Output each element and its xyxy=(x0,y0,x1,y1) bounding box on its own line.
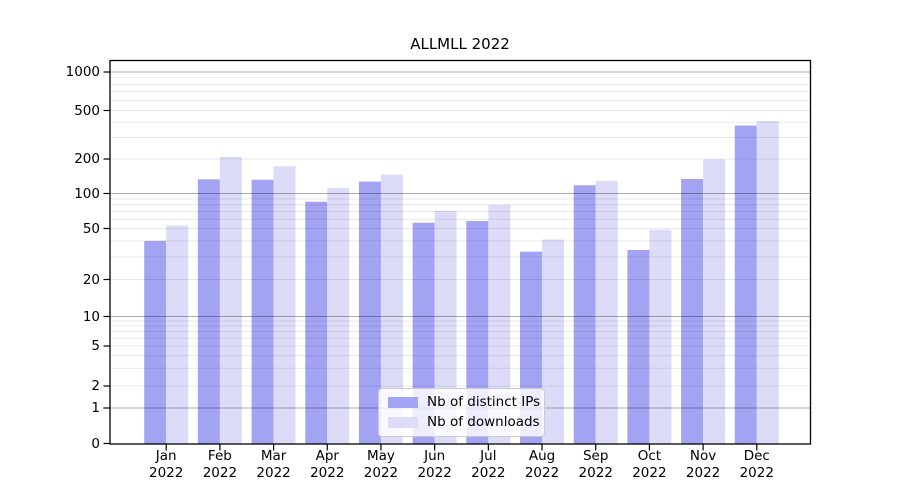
legend-entry-distinct-ips: Nb of distinct IPs xyxy=(388,394,540,411)
bar-downloads xyxy=(327,187,350,444)
x-tick-year: 2022 xyxy=(739,465,774,481)
bar-distinct-ips xyxy=(681,178,704,444)
x-tick-month: Sep xyxy=(582,448,609,464)
x-tick-year: 2022 xyxy=(202,465,238,481)
x-tick-year: 2022 xyxy=(149,465,184,481)
x-tick-month: Dec xyxy=(743,448,770,464)
bar-distinct-ips xyxy=(734,125,757,445)
bar-downloads xyxy=(703,159,726,444)
x-tick-month: Jan xyxy=(155,448,177,464)
bar-downloads xyxy=(166,225,189,444)
y-tick-label: 1000 xyxy=(65,64,100,80)
x-tick-label: Feb 2022 xyxy=(190,448,250,482)
x-tick-year: 2022 xyxy=(310,465,345,481)
y-tick-label: 50 xyxy=(82,220,100,237)
x-tick-month: Mar xyxy=(260,448,287,464)
bar-distinct-ips xyxy=(305,201,328,444)
bar-downloads xyxy=(649,229,672,444)
y-tick-label: 200 xyxy=(74,151,100,167)
x-tick-label: Jan 2022 xyxy=(136,448,196,482)
x-tick-label: Dec 2022 xyxy=(727,448,787,482)
x-tick-year: 2022 xyxy=(632,465,667,481)
x-tick-label: Oct 2022 xyxy=(619,448,679,482)
x-tick-year: 2022 xyxy=(363,465,399,481)
y-tick-label: 0 xyxy=(91,435,100,452)
bar-downloads xyxy=(273,166,296,444)
x-tick-label: Aug 2022 xyxy=(512,448,572,482)
x-tick-month: Apr xyxy=(315,448,339,464)
legend-label-downloads: Nb of downloads xyxy=(427,414,540,430)
legend: Nb of distinct IPs Nb of downloads xyxy=(378,388,545,437)
bar-distinct-ips xyxy=(144,240,167,444)
legend-label-distinct-ips: Nb of distinct IPs xyxy=(427,394,541,410)
x-tick-month: Feb xyxy=(207,448,232,464)
y-tick-label: 10 xyxy=(82,308,100,325)
y-tick-label: 500 xyxy=(74,102,100,119)
bar-downloads xyxy=(542,239,565,444)
x-tick-year: 2022 xyxy=(685,465,721,481)
bar-distinct-ips xyxy=(627,249,650,444)
y-tick-label: 100 xyxy=(74,185,100,202)
x-tick-year: 2022 xyxy=(417,465,452,481)
x-tick-label: Sep 2022 xyxy=(566,448,626,482)
y-tick-label: 20 xyxy=(82,271,100,288)
legend-entry-downloads: Nb of downloads xyxy=(388,414,540,431)
plot-frame xyxy=(109,59,812,445)
x-tick-month: Jun xyxy=(424,448,446,464)
bar-distinct-ips xyxy=(251,179,274,444)
x-tick-label: Apr 2022 xyxy=(297,448,357,482)
bar-downloads xyxy=(595,180,618,445)
y-tick-label: 1 xyxy=(91,400,100,416)
x-tick-year: 2022 xyxy=(524,465,560,481)
x-tick-year: 2022 xyxy=(256,465,291,481)
bar-downloads xyxy=(219,156,242,444)
bar-downloads xyxy=(434,210,457,444)
x-tick-month: Jul xyxy=(480,448,497,464)
x-tick-year: 2022 xyxy=(471,465,506,481)
legend-swatch-downloads xyxy=(388,417,418,428)
x-tick-label: Mar 2022 xyxy=(244,448,304,482)
x-tick-month: Aug xyxy=(528,448,556,464)
bar-distinct-ips xyxy=(573,185,596,445)
x-tick-label: Jul 2022 xyxy=(458,448,518,482)
x-tick-year: 2022 xyxy=(578,465,613,481)
legend-swatch-distinct-ips xyxy=(388,397,418,408)
bar-downloads xyxy=(488,204,511,444)
bar-downloads xyxy=(756,121,779,445)
bar-distinct-ips xyxy=(358,181,381,444)
x-tick-month: Oct xyxy=(637,448,662,464)
x-tick-month: Nov xyxy=(689,448,717,464)
x-tick-label: Nov 2022 xyxy=(673,448,733,482)
x-tick-month: May xyxy=(366,448,395,464)
bar-downloads xyxy=(380,174,403,444)
y-tick-label: 2 xyxy=(91,378,100,394)
x-tick-label: Jun 2022 xyxy=(405,448,465,482)
x-tick-label: May 2022 xyxy=(351,448,411,482)
y-tick-label: 5 xyxy=(91,338,100,354)
chart-title: ALLMLL 2022 xyxy=(410,35,510,53)
bar-distinct-ips xyxy=(197,179,220,445)
